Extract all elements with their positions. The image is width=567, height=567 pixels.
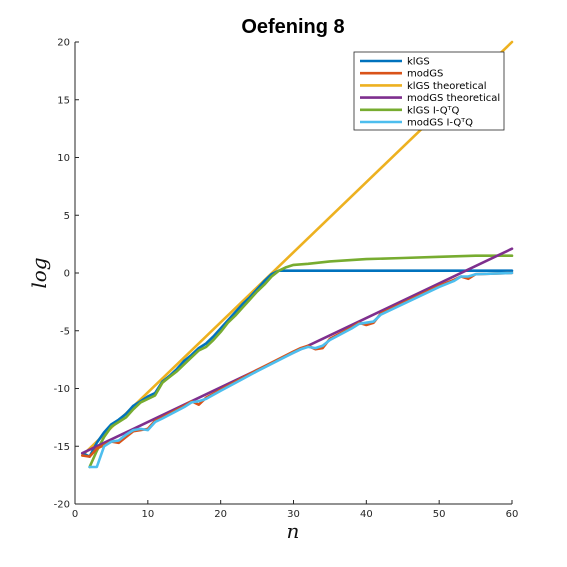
legend-label-klgs-i-q-q: klGS I-QᵀQ: [407, 105, 459, 116]
y-tick-label: -10: [54, 384, 70, 395]
y-tick-label: 10: [57, 153, 70, 164]
y-tick-label: 0: [64, 269, 70, 280]
legend-label-klgs: klGS: [407, 57, 430, 68]
legend-label-modgs: modGS: [407, 69, 443, 80]
x-tick-label: 60: [506, 509, 519, 520]
y-tick-label: -15: [54, 442, 70, 453]
chart-title: Oefening 8: [241, 16, 344, 38]
y-tick-label: 20: [57, 38, 70, 49]
x-tick-label: 20: [214, 509, 227, 520]
y-tick-label: 5: [64, 211, 70, 222]
series-line-modgs-i-q-q: [88, 271, 514, 469]
x-tick-label: 10: [141, 509, 154, 520]
legend-label-klgs-theoretical: klGS theoretical: [407, 81, 487, 92]
series-line-klgs: [81, 269, 514, 458]
x-tick-label: 50: [433, 509, 446, 520]
y-axis-ticks: -20 -15 -10 -5 0 5 10 15 20: [54, 38, 79, 511]
legend-label-modgs-theoretical: modGS theoretical: [407, 93, 500, 104]
series-layer: [81, 40, 514, 469]
x-tick-label: 30: [287, 509, 300, 520]
x-tick-label: 0: [72, 509, 78, 520]
y-tick-label: -20: [54, 500, 70, 511]
series-line-klgs-i-q-q: [88, 254, 514, 469]
legend-label-modgs-i-q-q: modGS I-QᵀQ: [407, 118, 473, 129]
x-axis-label: n: [287, 519, 300, 543]
y-tick-label: -5: [60, 326, 70, 337]
x-axis-ticks: 0 10 20 30 40 50 60: [72, 500, 519, 520]
x-tick-label: 40: [360, 509, 373, 520]
legend-box: [353, 51, 505, 131]
y-axis-label: log: [27, 257, 51, 288]
y-tick-label: 15: [57, 95, 70, 106]
